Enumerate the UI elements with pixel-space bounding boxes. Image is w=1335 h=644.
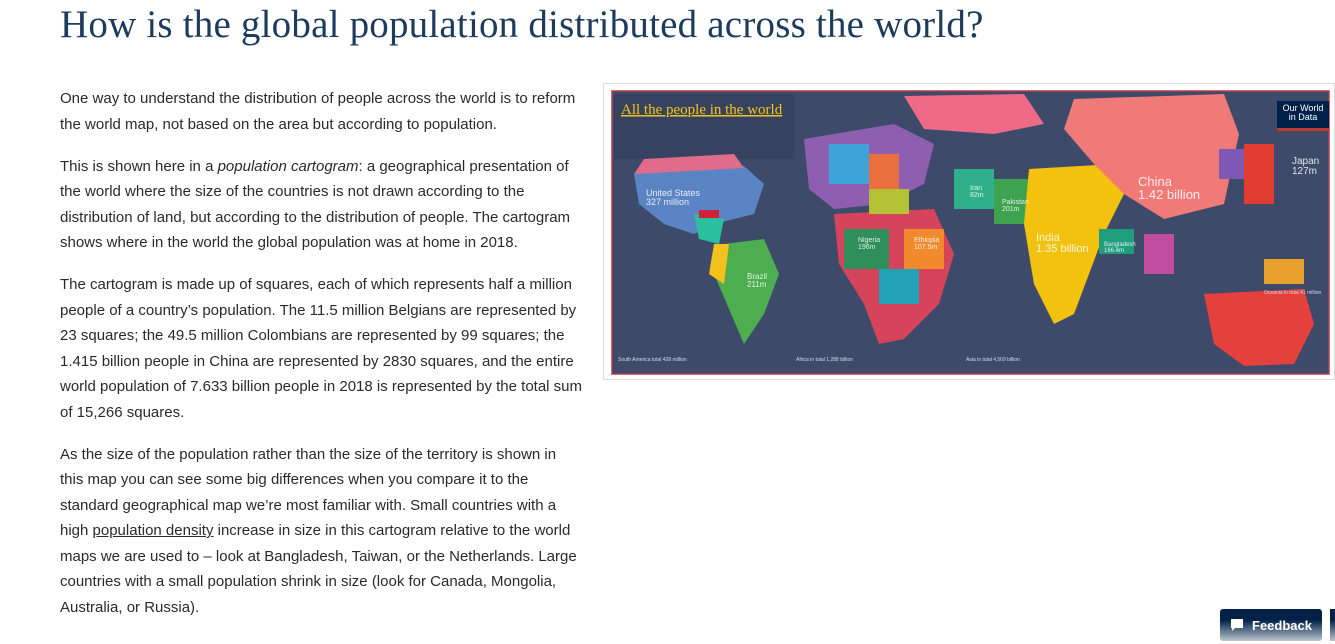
logo-box xyxy=(1277,101,1329,131)
country-name: India xyxy=(1036,232,1061,244)
region-total: South America total 428 million xyxy=(618,357,687,363)
country-name: Nigeria xyxy=(858,237,880,244)
shape-egypt xyxy=(869,189,909,214)
country-name: Bangladesh xyxy=(1104,242,1136,248)
shape-india xyxy=(1024,164,1124,324)
emphasis: population cartogram xyxy=(217,157,359,175)
text-link[interactable]: population density xyxy=(92,522,214,539)
paragraph: The cartogram is made up of squares, eac… xyxy=(60,272,582,425)
text-run: One way to understand the distribution o… xyxy=(60,90,576,133)
shape-mexico xyxy=(694,214,724,244)
page-title: How is the global population distributed… xyxy=(60,3,984,46)
paragraph: One way to understand the distribution o… xyxy=(60,86,582,137)
paragraph: This is shown here in a population carto… xyxy=(60,154,582,256)
country-population: 127m xyxy=(1292,166,1317,177)
shape-japan xyxy=(1244,144,1274,204)
region-total: Africa in total 1,288 billion xyxy=(796,357,853,363)
feedback-button[interactable]: Feedback xyxy=(1220,609,1322,641)
text-run: increase in size in this cartogram relat… xyxy=(60,522,577,616)
text-run: This is shown here in a xyxy=(60,157,218,175)
shape-cuba xyxy=(699,210,719,218)
logo-text: in Data xyxy=(1289,112,1318,122)
country-name: Iran xyxy=(970,185,982,192)
map-header-panel xyxy=(614,94,794,159)
logo-text: Our World xyxy=(1283,103,1324,113)
country-population: 196m xyxy=(858,244,876,251)
shape-korea xyxy=(1219,149,1244,179)
country-population: 201m xyxy=(1002,206,1020,213)
country-population: 82m xyxy=(970,192,984,199)
feedback-label: Feedback xyxy=(1252,617,1312,633)
feedback-icon xyxy=(1231,619,1243,631)
region-total: Oceania in total 41 million xyxy=(1264,290,1321,296)
article: One way to understand the distribution o… xyxy=(60,86,582,637)
country-population: 1.42 billion xyxy=(1138,187,1200,202)
shape-southeast-asia xyxy=(1144,234,1174,274)
shape-russia xyxy=(904,94,1044,134)
shape-canada xyxy=(634,154,744,174)
country-name: Pakistan xyxy=(1002,199,1029,206)
shape-brazil xyxy=(714,239,779,344)
shape-iran xyxy=(954,169,994,209)
text-run: As the size of the population rather tha… xyxy=(60,445,557,540)
shape-ethiopia xyxy=(904,229,944,269)
text-run: : a geographical presentation of the wor… xyxy=(60,157,571,252)
region-total: Asia in total 4,569 billion xyxy=(966,357,1020,363)
map-title: All the people in the world xyxy=(621,102,783,118)
country-population: 327 million xyxy=(646,197,689,207)
country-population: 211m xyxy=(747,280,767,289)
country-name: China xyxy=(1138,174,1173,189)
shape-colombia xyxy=(709,244,729,284)
shape-congo xyxy=(879,269,919,304)
shape-bangladesh xyxy=(1099,229,1134,254)
cartogram-image: All the people in the world Our World in D… xyxy=(603,83,1335,380)
shape-china xyxy=(1064,94,1239,219)
country-population: 166.4m xyxy=(1104,248,1124,254)
shape-indonesia xyxy=(1204,289,1314,366)
paragraph: As the size of the population rather tha… xyxy=(60,442,582,621)
country-name: Brazil xyxy=(747,272,767,281)
country-name: Ethiopia xyxy=(914,237,939,244)
shape-germany xyxy=(829,144,869,184)
shape-nigeria xyxy=(844,229,889,269)
country-population: 107.5m xyxy=(914,244,938,251)
shape-usa xyxy=(634,166,764,234)
country-name: Japan xyxy=(1292,156,1319,167)
shape-philippines xyxy=(1264,259,1304,284)
country-population: 1.35 billion xyxy=(1036,243,1089,255)
text-run: The cartogram is made up of squares, eac… xyxy=(60,276,583,421)
logo-bar xyxy=(1277,128,1329,131)
country-name: United States xyxy=(646,188,701,198)
side-tab[interactable] xyxy=(1330,609,1335,641)
shape-france xyxy=(869,154,899,189)
